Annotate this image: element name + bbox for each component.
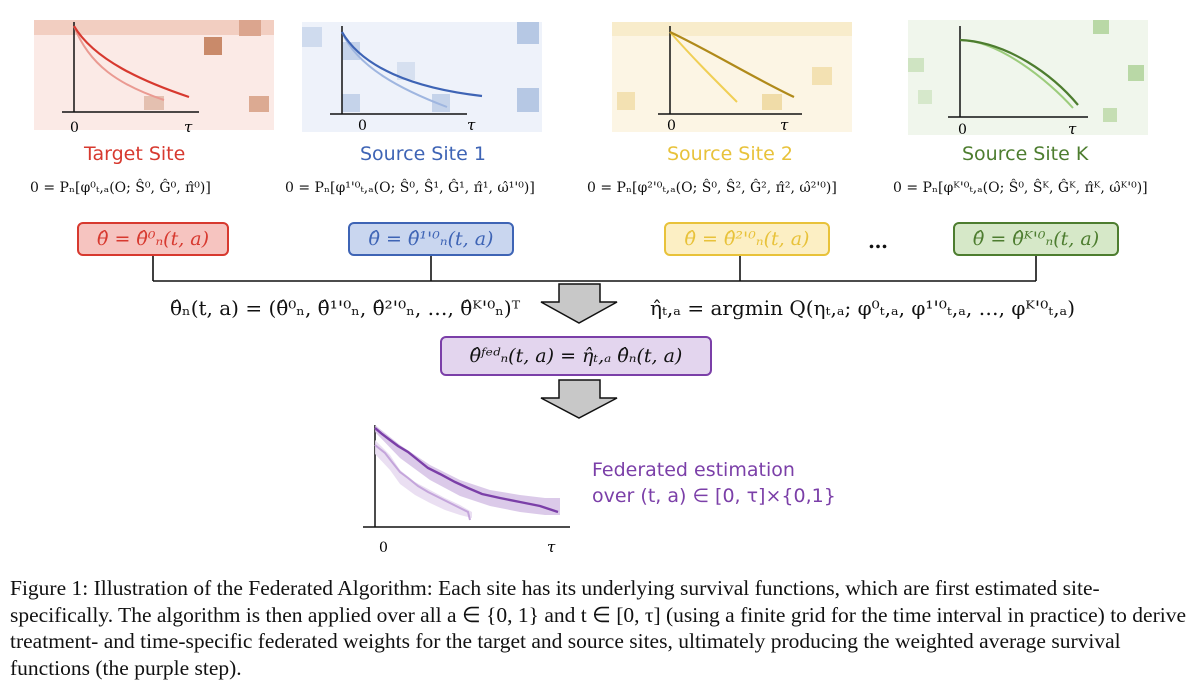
- federated-label: Federated estimation over (t, a) ∈ [0, τ…: [592, 457, 836, 509]
- sourceK-estimate-box: θ̂ = θ̂ᴷ'⁰ₙ(t, a): [953, 222, 1119, 256]
- connector-lines: [152, 256, 1037, 419]
- source1-estimate-box: θ̂ = θ̂¹'⁰ₙ(t, a): [348, 222, 514, 256]
- target-estimating-equation: 0 = Pₙ[φ⁰ₜ,ₐ(O; Ŝ⁰, Ĝ⁰, π̂⁰)]: [30, 180, 211, 196]
- sourceK-plot: 0 τ: [908, 20, 1148, 138]
- source-site-K-title: Source Site K: [962, 143, 1089, 165]
- fed-axis-tau: τ: [547, 538, 556, 556]
- source1-plot: 0 τ: [302, 22, 542, 134]
- source2-estimating-equation: 0 = Pₙ[φ²'⁰ₜ,ₐ(O; Ŝ⁰, Ŝ², Ĝ², π̂², ω̂²'⁰…: [587, 180, 837, 196]
- source2-axis-tau: τ: [780, 116, 789, 134]
- eta-argmin-equation: η̂ₜ,ₐ = argmin Q(ηₜ,ₐ; φ⁰ₜ,ₐ, φ¹'⁰ₜ,ₐ, ……: [650, 296, 1076, 320]
- federated-label-line1: Federated estimation: [592, 459, 795, 481]
- federated-label-line2: over (t, a) ∈ [0, τ]×{0,1}: [592, 485, 836, 507]
- federated-estimate-box: θ̂ᶠᵉᵈₙ(t, a) = η̂ₜ,ₐ θ̂ₙ(t, a): [440, 336, 712, 376]
- figure-caption: Figure 1: Illustration of the Federated …: [10, 576, 1187, 680]
- target-site-title: Target Site: [84, 143, 186, 165]
- source2-estimate-box: θ̂ = θ̂²'⁰ₙ(t, a): [664, 222, 830, 256]
- theta-vector-equation: θ̂ₙ(t, a) = (θ̂⁰ₙ, θ̂¹'⁰ₙ, θ̂²'⁰ₙ, …, θ̂…: [170, 296, 521, 320]
- source1-axis-zero: 0: [358, 118, 367, 134]
- source-site-1-title: Source Site 1: [360, 143, 486, 165]
- source1-estimating-equation: 0 = Pₙ[φ¹'⁰ₜ,ₐ(O; Ŝ⁰, Ŝ¹, Ĝ¹, π̂¹, ω̂¹'⁰…: [285, 180, 535, 196]
- sites-ellipsis: …: [868, 229, 888, 253]
- source-site-2-title: Source Site 2: [667, 143, 793, 165]
- target-axis-zero: 0: [70, 120, 79, 136]
- sourceK-axis-tau: τ: [1068, 120, 1077, 138]
- target-axis-tau: τ: [184, 118, 193, 136]
- source2-axis-zero: 0: [667, 118, 676, 134]
- fed-axis-zero: 0: [379, 540, 388, 556]
- sourceK-axis-zero: 0: [958, 122, 967, 138]
- down-arrow-2: [540, 379, 618, 419]
- sourceK-estimating-equation: 0 = Pₙ[φᴷ'⁰ₜ,ₐ(O; Ŝ⁰, Ŝᴷ, Ĝᴷ, π̂ᴷ, ω̂ᴷ'⁰…: [893, 180, 1148, 196]
- target-site-plot: 0 τ: [34, 20, 274, 136]
- down-arrow-1: [540, 283, 618, 324]
- source2-plot: 0 τ: [612, 22, 852, 134]
- target-estimate-box: θ̂ = θ̂⁰ₙ(t, a): [77, 222, 229, 256]
- federated-survival-plot: 0 τ: [363, 425, 570, 556]
- source1-axis-tau: τ: [467, 116, 476, 134]
